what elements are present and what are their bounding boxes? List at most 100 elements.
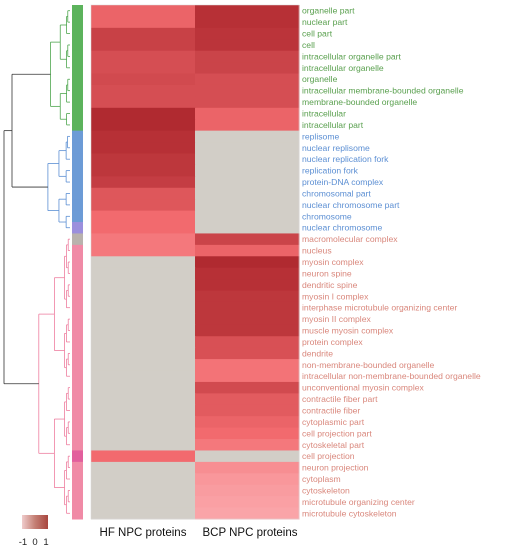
- heatmap-cell: [91, 210, 196, 223]
- cluster-bar-segment: [72, 393, 83, 406]
- cluster-bar-segment: [72, 313, 83, 326]
- heatmap-cell: [195, 73, 300, 86]
- row-label: neuron spine: [302, 268, 352, 278]
- heatmap-cell: [195, 27, 300, 40]
- heatmap-cell: [91, 404, 196, 417]
- heatmap-cell: [91, 130, 196, 143]
- cluster-bar-segment: [72, 233, 83, 246]
- heatmap-cell: [195, 142, 300, 154]
- row-label: nuclear chromosome part: [302, 200, 400, 210]
- row-label: organelle part: [302, 6, 355, 16]
- cluster-bar-segment: [72, 222, 83, 234]
- row-label: cell projection part: [302, 428, 372, 438]
- heatmap-cell: [91, 473, 196, 486]
- cluster-bar-segment: [72, 62, 83, 75]
- cluster-bar-segment: [72, 39, 83, 52]
- heatmap-cell: [195, 496, 300, 509]
- row-label: cytoplasmic part: [302, 417, 365, 427]
- heatmap-cell: [195, 484, 300, 497]
- row-label: cell part: [302, 29, 333, 39]
- row-label: dendritic spine: [302, 280, 358, 290]
- cluster-bar-segment: [72, 153, 83, 166]
- heatmap-cell: [195, 279, 300, 292]
- row-label: myosin II complex: [302, 314, 371, 324]
- row-label: nucleus: [302, 246, 332, 256]
- heatmap-cell: [91, 73, 196, 86]
- row-label: protein complex: [302, 337, 363, 347]
- cluster-bar-segment: [72, 256, 83, 269]
- heatmap-cell: [91, 176, 196, 189]
- color-scale-label-mid: 0: [32, 537, 37, 548]
- cluster-bar-segment: [72, 359, 83, 372]
- cluster-bar-segment: [72, 496, 83, 509]
- heatmap-cell: [91, 84, 196, 97]
- heatmap-cell: [91, 5, 196, 17]
- heatmap-cell: [91, 153, 196, 166]
- cluster-bar-segment: [72, 164, 83, 177]
- heatmap-cell: [91, 62, 196, 75]
- heatmap-cell: [91, 244, 196, 257]
- heatmap-cell: [91, 301, 196, 314]
- cluster-bar-segment: [72, 507, 83, 520]
- heatmap-cell: [91, 187, 196, 200]
- heatmap-cell: [91, 267, 196, 280]
- heatmap-cell: [195, 313, 300, 326]
- cluster-bar-segment: [72, 176, 83, 189]
- heatmap-cell: [91, 381, 196, 394]
- cluster-bar-segment: [72, 107, 83, 120]
- heatmap-cell: [195, 347, 300, 360]
- heatmap-cell: [91, 450, 196, 463]
- heatmap-cell: [91, 359, 196, 372]
- cluster-bar-segment: [72, 16, 83, 29]
- row-label: contractile fiber part: [302, 394, 378, 404]
- row-label: cytoplasm: [302, 474, 341, 484]
- heatmap-cell: [91, 199, 196, 212]
- heatmap-cell: [91, 313, 196, 326]
- heatmap-cell: [91, 290, 196, 303]
- cluster-bar-segment: [72, 142, 83, 154]
- row-label: chromosomal part: [302, 188, 371, 198]
- cluster-bar-segment: [72, 336, 83, 349]
- cluster-bar-segment: [72, 27, 83, 40]
- heatmap-cell: [195, 107, 300, 120]
- heatmap-cell: [195, 39, 300, 52]
- heatmap-cell: [195, 404, 300, 417]
- cluster-bar-segment: [72, 130, 83, 143]
- cluster-bar-segment: [72, 370, 83, 383]
- heatmap-cell: [195, 359, 300, 372]
- heatmap-cell: [195, 336, 300, 349]
- row-label: non-membrane-bounded organelle: [302, 360, 435, 370]
- heatmap-cell: [195, 233, 300, 246]
- cluster-bar-segment: [72, 119, 83, 132]
- heatmap-cell: [195, 96, 300, 109]
- heatmap-cell: [91, 439, 196, 451]
- cluster-bar-segment: [72, 347, 83, 360]
- row-label: organelle: [302, 74, 338, 84]
- row-label: cytoskeleton: [302, 485, 350, 495]
- heatmap-cell: [91, 416, 196, 429]
- heatmap-cell: [195, 370, 300, 383]
- heatmap-cell: [195, 187, 300, 200]
- heatmap-cell: [91, 347, 196, 360]
- heatmap-cell: [195, 439, 300, 451]
- row-label: intracellular membrane-bounded organelle: [302, 86, 464, 96]
- heatmap-cell: [195, 50, 300, 63]
- row-label: interphase microtubule organizing center: [302, 303, 457, 313]
- cluster-bar-segment: [72, 427, 83, 440]
- heatmap-cell: [195, 210, 300, 223]
- column-label-hf: HF NPC proteins: [100, 527, 187, 539]
- heatmap-cell: [195, 84, 300, 97]
- heatmap-cell: [195, 5, 300, 17]
- row-label: membrane-bounded organelle: [302, 97, 417, 107]
- heatmap-cell: [91, 142, 196, 154]
- heatmap-cell: [195, 427, 300, 440]
- row-label: unconventional myosin complex: [302, 383, 425, 393]
- row-label: myosin I complex: [302, 291, 369, 301]
- heatmap-cell: [91, 39, 196, 52]
- row-dendrogram: [3, 10, 70, 514]
- heatmap-cell: [195, 416, 300, 429]
- row-label: nuclear replication fork: [302, 154, 389, 164]
- row-label: cell: [302, 40, 315, 50]
- heatmap-cell: [91, 496, 196, 509]
- heatmap-cell: [91, 27, 196, 40]
